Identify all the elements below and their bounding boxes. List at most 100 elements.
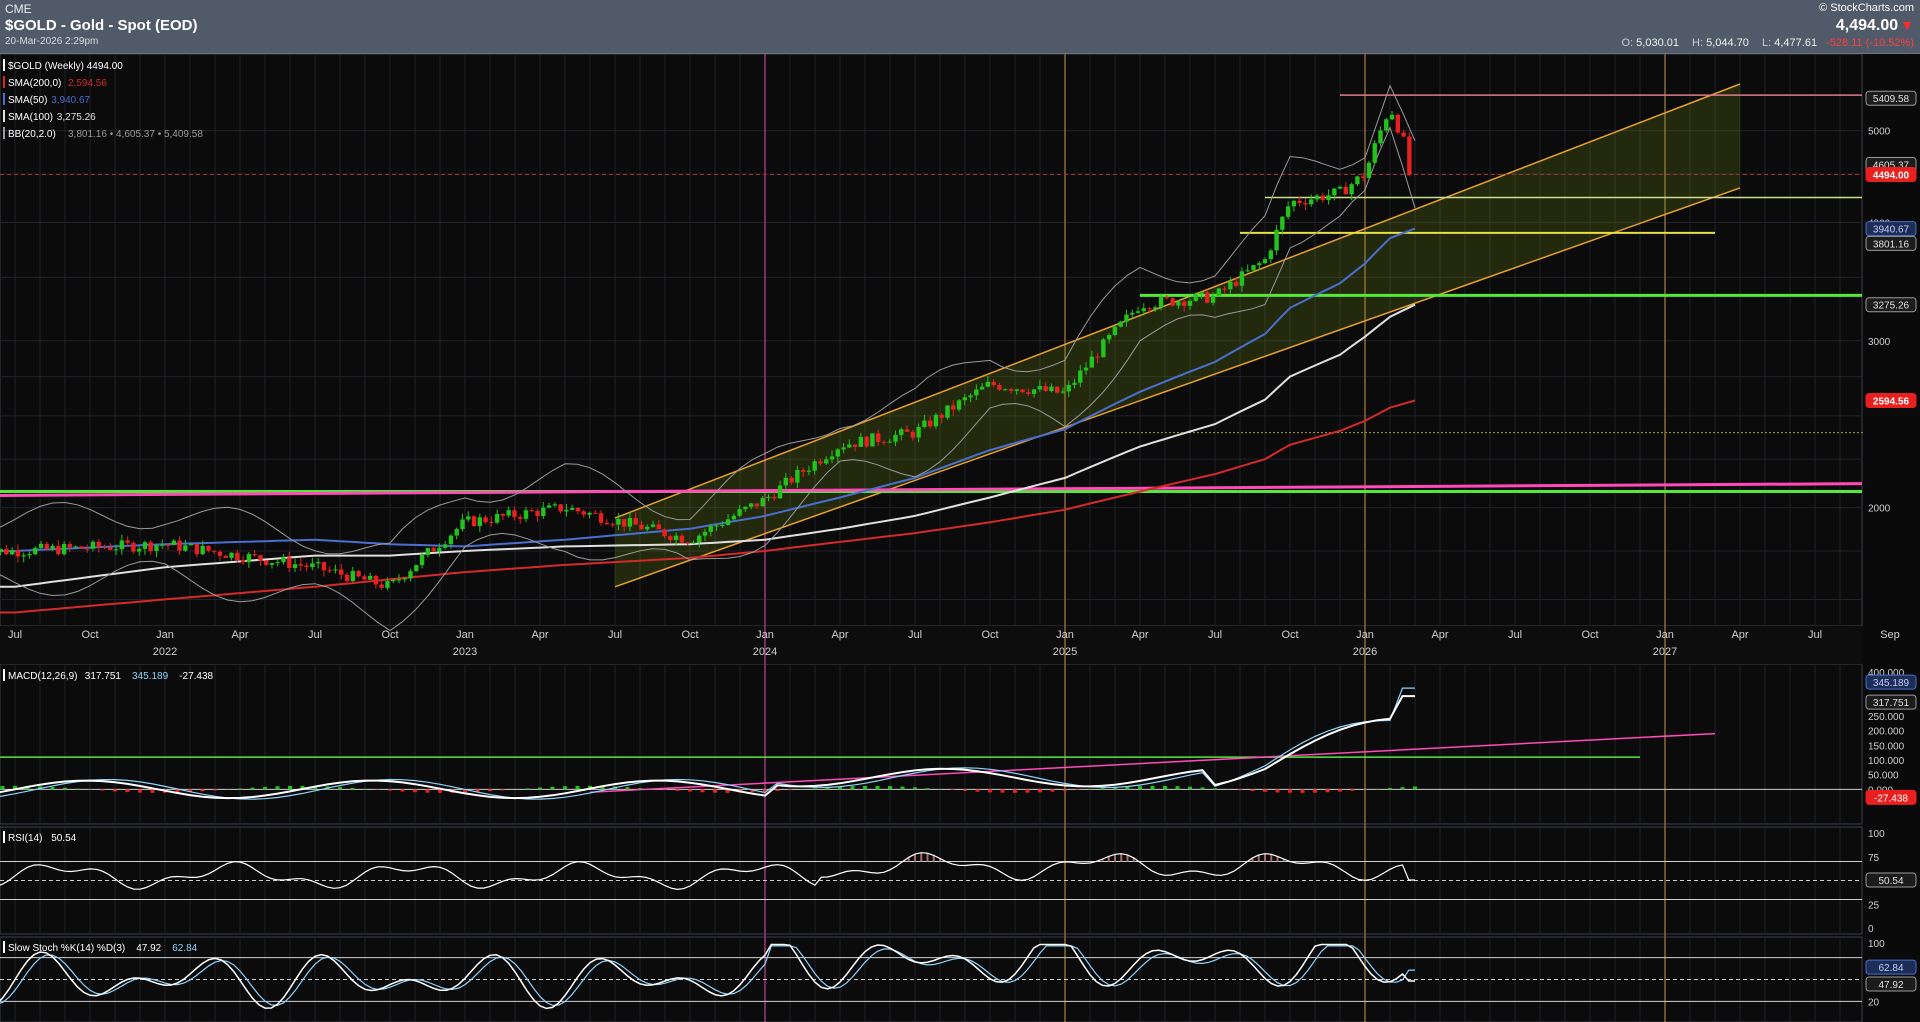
macd-histogram-bar [200,789,205,792]
macd-legend: MACD(12,26,9) 317.751 345.189 -27.438 [3,669,214,682]
x-month-label: Oct [81,629,98,641]
macd-histogram-bar [263,786,267,790]
candle-body [212,550,217,552]
candle-body [1326,195,1331,201]
macd-histogram-bar [1238,789,1242,791]
candle-body [593,512,598,514]
candle-body [841,447,846,450]
candle-body [858,436,864,447]
candle-body [466,516,471,520]
candle-body [633,517,638,525]
candle-body [685,542,690,544]
candle-body [333,569,338,571]
candle-body [1389,114,1395,120]
candle-body [1395,114,1401,133]
exchange-label: CME [5,2,32,16]
candle-body [1303,203,1308,205]
candle-body [714,525,719,527]
macd-histogram-bar [1125,786,1130,790]
candle-body [1026,392,1031,394]
copyright-text[interactable]: © StockCharts.com [1819,2,1914,14]
macd-histogram-bar [1138,786,1142,790]
legend-label: SMA(200,0) [8,78,61,89]
candle-body [73,546,78,548]
legend-label: SMA(50) [8,95,47,106]
legend-value: 3,801.16 • 4,605.37 • 5,409.58 [68,129,203,140]
candle-body [21,555,26,557]
high-label: H: [1692,37,1704,49]
candle-body [916,426,921,438]
candle-body [754,503,760,507]
x-year-label: 2027 [1653,646,1677,658]
macd-histogram-bar [713,789,717,793]
copyright-label[interactable]: © StockCharts.com [1611,1,1914,15]
x-month-label: Jul [1508,629,1522,641]
macd-tick-label: 50.000 [1868,771,1899,782]
candle-body [604,522,610,525]
macd-histogram-bar [1075,789,1080,790]
candle-body [1170,298,1175,306]
candle-body [1003,389,1008,391]
right-label-text: 62.84 [1878,963,1903,974]
candle-body [899,429,904,435]
sma50-line [0,227,1416,552]
candle-body [818,461,823,464]
candle-body [650,524,656,527]
right-label-text: 317.751 [1873,698,1910,709]
macd-histogram-bar [1000,789,1005,793]
macd-histogram-bar [838,786,842,790]
high-value: 5,044.70 [1706,37,1749,49]
candle-body [356,570,361,577]
macd-histogram-bar [1250,789,1255,792]
macd-histogram-bar [1338,789,1342,792]
candle-body [437,547,442,552]
candle-body [725,519,731,525]
candle-body [766,496,771,498]
candle-body [1384,119,1389,131]
ohlc-row: O: 5,030.01 H: 5,044.70 L: 4,477.61 -528… [1611,36,1914,50]
x-year-label: 2026 [1353,646,1377,658]
last-price-value: 4,494.00 [1835,17,1899,34]
macd-histogram-bar [1400,787,1405,790]
right-label-text: 4605.37 [1873,160,1910,171]
macd-line [0,695,1415,800]
candle-body [1037,386,1043,390]
macd-histogram-bar [1363,789,1367,790]
candle-body [1135,311,1141,313]
candle-body [287,557,292,568]
candle-body [310,563,315,568]
candle-body [61,544,67,555]
x-month-label: Jul [8,629,22,641]
candle-body [1332,188,1337,196]
x-month-label: Jan [1656,629,1674,641]
macd-histogram-bar [1288,789,1292,793]
candle-body [951,405,956,410]
x-month-label: Jul [1808,629,1822,641]
candle-body [939,414,944,418]
macd-histogram-bar [1063,789,1067,791]
chart-area[interactable]: $GOLD (Weekly) 4494.00 SMA(200,0) 2,594.56… [0,54,1920,1022]
candle-body [910,431,916,438]
right-label-text: -27.438 [1874,793,1908,804]
macd-histogram-bar [950,789,955,791]
candle-body [847,444,852,448]
macd-histogram-bar [963,789,967,791]
candle-body [662,529,667,537]
macd-histogram-bar [875,785,880,790]
candle-body [9,550,15,555]
candle-body [702,531,708,536]
macd-histogram-bar [850,786,855,790]
candle-body [102,547,107,549]
macd-histogram-bar [125,789,130,793]
candle-body [454,529,459,536]
candle-body [391,579,396,582]
candle-body [523,510,529,519]
candle-body [812,461,817,471]
legend-value: 62.84 [172,943,197,954]
candle-body [125,540,130,543]
x-month-label: Apr [1131,629,1148,641]
candle-body [1060,391,1066,393]
macd-histogram-bar [1350,789,1355,791]
candle-body [56,545,61,555]
candle-body [223,555,228,558]
